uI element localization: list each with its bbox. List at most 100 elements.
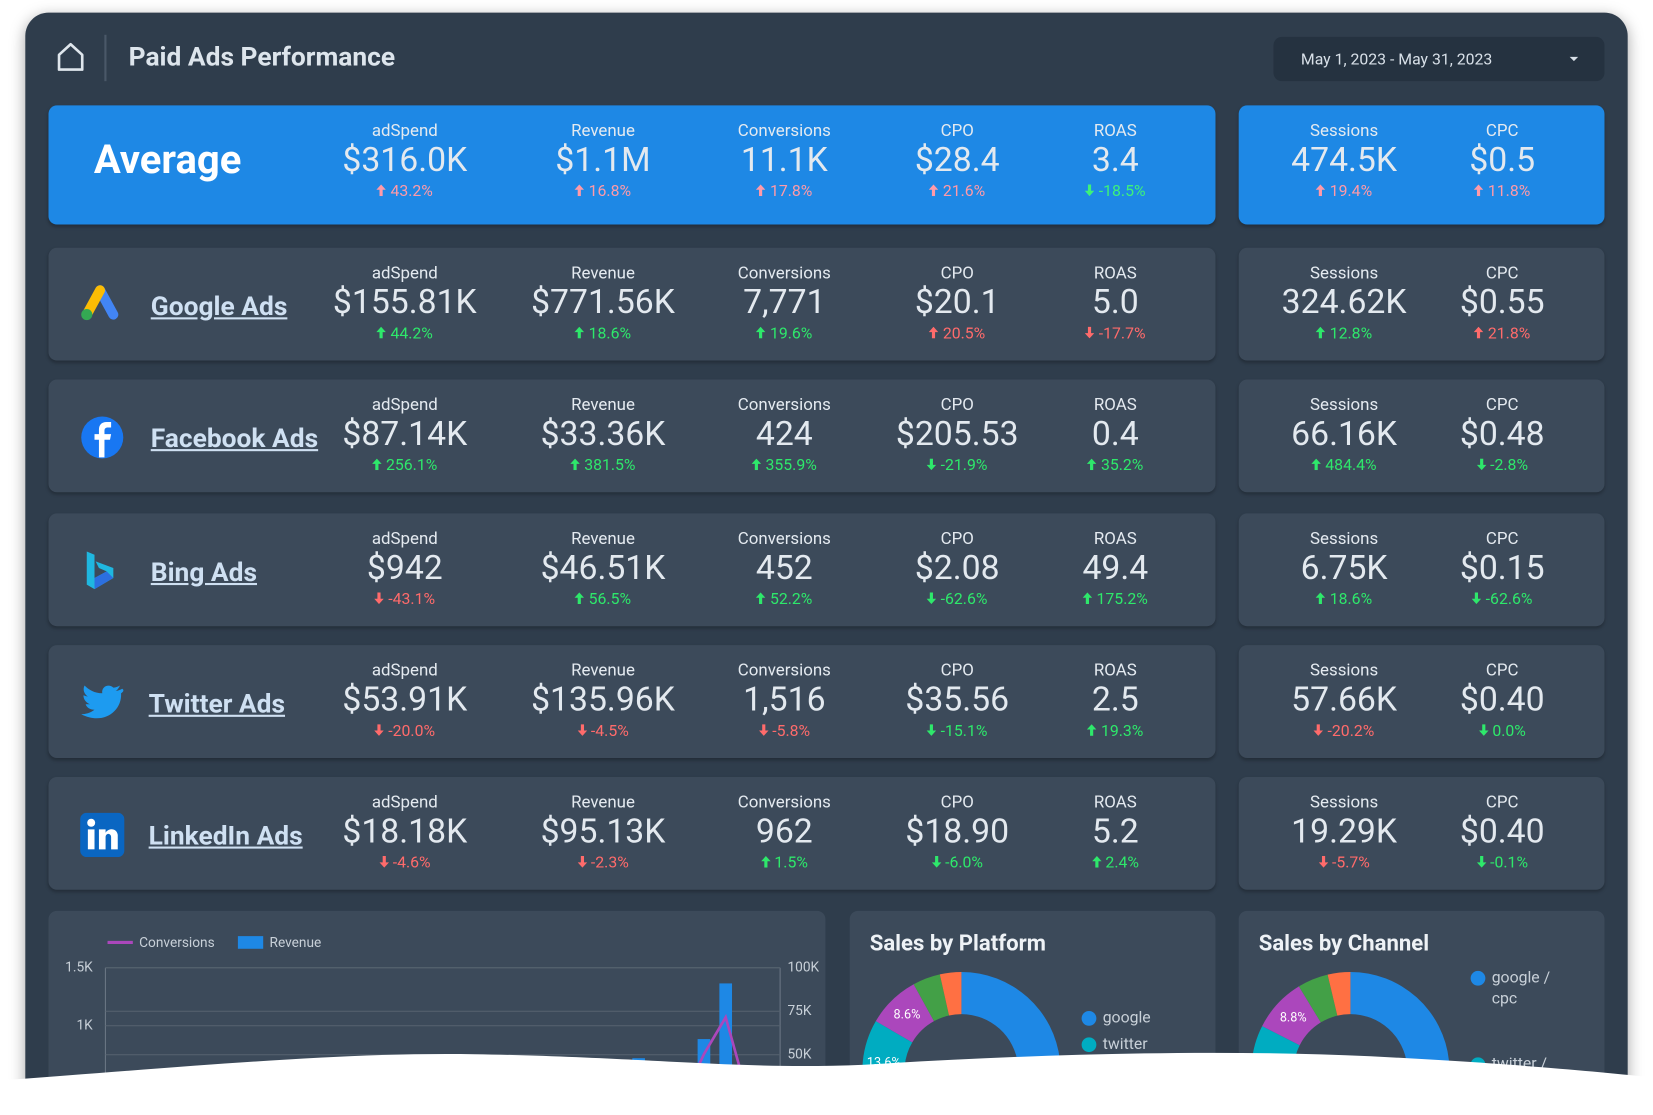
metric-value: $18.18K [342,810,468,851]
home-icon[interactable] [55,40,89,74]
change-text: 12.8% [1329,323,1373,343]
metric-value: 7,771 [743,281,826,322]
metric-change: -62.6% [873,589,1042,608]
platform-link[interactable]: Twitter Ads [148,689,286,721]
change-text: -62.6% [940,589,988,609]
metric-label: CPO [940,120,974,141]
arrow-shape [574,326,585,339]
legend-label: Conversions [139,935,215,951]
arrow-shape [931,856,941,868]
change-text: 11.8% [1487,181,1531,201]
metric-label: Sessions [1310,120,1379,141]
trend-arrow [756,184,766,197]
metric-change: -17.7% [1031,324,1200,343]
change-text: 18.6% [1329,589,1373,609]
change-text: 19.4% [1329,181,1373,201]
trend-arrow [756,326,766,339]
donut-segment [913,974,950,1022]
metric-change: 20.5% [873,324,1042,343]
change-text: -6.0% [945,852,984,872]
change-text: 256.1% [386,455,438,475]
metric-change: 0.0% [1418,721,1587,740]
metric-value: 1,516 [743,678,826,719]
metric-change: 355.9% [700,455,869,474]
metric-value: $0.55 [1459,281,1545,322]
metric-change: -4.6% [320,853,489,872]
platform-link[interactable]: LinkedIn Ads [148,821,303,852]
arrow-shape [929,326,939,339]
metric-label: adSpend [371,262,438,283]
metric-label: Conversions [737,528,831,549]
metric-value: $20.1 [914,281,1000,322]
change-text: -18.5% [1098,181,1146,201]
metric-label: CPC [1485,120,1519,141]
metric-change: 44.2% [320,324,489,343]
metric-label: Revenue [571,659,635,680]
platform-logo [86,551,114,590]
arrow-shape [1313,724,1324,736]
chart-title: Sales by Channel [1259,930,1429,956]
platform-link[interactable]: Bing Ads [150,557,258,589]
metric-change: 19.6% [700,324,869,343]
date-range: May 1, 2023 - May 31, 2023 [1300,49,1493,69]
y-tick-label: 1K [76,1017,93,1033]
metric-label: adSpend [371,394,438,415]
legend-dot [1081,1037,1097,1053]
metric-label: Conversions [737,791,831,812]
metric-change: 12.8% [1260,324,1429,343]
platform-link[interactable]: Google Ads [150,292,288,323]
side-card [1238,105,1605,225]
metric-change: 484.4% [1260,455,1429,474]
change-text: -17.7% [1098,323,1146,343]
donut-segment [1327,971,1351,1016]
change-text: -0.1% [1490,852,1529,872]
trend-arrow [379,856,389,868]
data-label: 8.6% [894,1008,921,1023]
trend-arrow [577,724,587,736]
arrow-shape [1318,856,1328,868]
metric-label: Sessions [1310,659,1379,680]
change-text: 44.2% [390,323,433,343]
metric-label: ROAS [1093,262,1137,283]
date-picker[interactable]: May 1, 2023 - May 31, 2023 [1273,36,1605,82]
divider [104,34,107,82]
metric-value: $46.51K [540,547,666,588]
legend-label: Revenue [270,935,322,951]
arrow-shape [756,326,766,339]
metric-label: CPO [940,394,974,415]
legend-line: cpc [1492,989,1517,1008]
metric-value: 6.75K [1300,547,1388,588]
metric-label: adSpend [371,659,438,680]
metric-label: Revenue [571,791,635,812]
metric-value: 66.16K [1291,413,1398,454]
row-card [48,513,1216,627]
legend-line: google / [1492,967,1551,986]
trend-arrow [1471,592,1482,605]
change-text: 1.5% [774,852,808,872]
metric-label: Conversions [737,120,831,141]
side-card [1238,513,1605,627]
metric-value: $87.14K [342,413,468,454]
metric-value: 49.4 [1082,547,1149,588]
donut-segment [867,971,1061,1115]
change-text: 21.8% [1487,323,1531,343]
change-text: -5.8% [772,721,811,741]
metric-label: ROAS [1093,791,1137,812]
trend-arrow [758,724,769,736]
platform-link[interactable]: Facebook Ads [150,423,319,455]
change-text: 56.5% [588,589,632,609]
platform-logo [81,685,124,719]
metric-label: CPC [1485,262,1519,283]
metric-value: 57.66K [1291,678,1398,719]
change-text: 2.4% [1105,852,1139,872]
metric-value: $53.91K [342,678,468,719]
metric-value: 11.1K [740,139,828,180]
change-text: 484.4% [1325,455,1377,475]
donut-segment [1256,971,1450,1115]
metric-change: -18.5% [1031,181,1200,200]
y2-tick-label: 75K [787,1003,811,1019]
side-card [1238,645,1605,758]
metric-change: -15.1% [873,721,1042,740]
legend-swatch [237,936,264,949]
metric-label: CPO [940,528,974,549]
